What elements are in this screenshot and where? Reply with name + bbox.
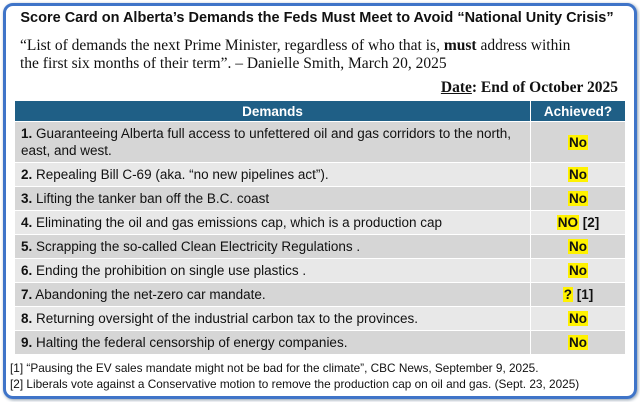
status: No [568, 191, 588, 206]
row-number: 7. [21, 287, 33, 302]
demand-cell: 7. Abandoning the net-zero car mandate. [14, 282, 531, 307]
demand-cell: 2. Repealing Bill C-69 (aka. “no new pip… [14, 162, 531, 187]
table-row: 1. Guaranteeing Alberta full access to u… [14, 121, 626, 163]
demand-cell: 5. Scrapping the so-called Clean Electri… [14, 234, 531, 259]
title: Score Card on Alberta’s Demands the Feds… [20, 10, 614, 26]
quote-text: address within the first six months of t… [20, 37, 571, 72]
header-row: Demands Achieved? [14, 100, 626, 122]
status-cell: ? [1] [530, 282, 626, 307]
demand-cell: 1. Guaranteeing Alberta full access to u… [14, 121, 531, 163]
status: No [568, 134, 588, 150]
demand-text: Guaranteeing Alberta full access to unfe… [21, 126, 512, 158]
table-row: 3. Lifting the tanker ban off the B.C. c… [14, 186, 626, 211]
status-cell: No [530, 162, 626, 187]
date-label: Date [440, 79, 472, 96]
status-cell: No [530, 186, 626, 211]
footnote: [2] Liberals vote against a Conservative… [10, 377, 580, 391]
demand-text: Abandoning the net-zero car mandate. [32, 287, 266, 302]
status: No [568, 263, 588, 278]
status: No [568, 311, 588, 326]
demand-cell: 4. Eliminating the oil and gas emissions… [14, 210, 531, 235]
demand-text: Ending the prohibition on single use pla… [32, 263, 307, 278]
status: No [568, 167, 588, 182]
demand-cell: 3. Lifting the tanker ban off the B.C. c… [14, 186, 531, 211]
quote-text: “List of demands the next Prime Minister… [20, 37, 444, 54]
column-header: Achieved? [530, 100, 626, 122]
column-header: Demands [14, 100, 531, 122]
table-body: 1. Guaranteeing Alberta full access to u… [14, 121, 626, 355]
table-row: 6. Ending the prohibition on single use … [14, 258, 626, 283]
demand-cell: 6. Ending the prohibition on single use … [14, 258, 531, 283]
status: NO [556, 215, 579, 230]
note-ref: [1] [576, 287, 594, 302]
row-number: 4. [21, 215, 33, 230]
table-row: 7. Abandoning the net-zero car mandate.?… [14, 282, 626, 307]
table-row: 4. Eliminating the oil and gas emissions… [14, 210, 626, 235]
demand-cell: 9. Halting the federal censorship of ene… [14, 330, 531, 355]
status: No [568, 239, 588, 254]
row-number: 8. [21, 311, 33, 326]
table-row: 2. Repealing Bill C-69 (aka. “no new pip… [14, 162, 626, 187]
status-cell: No [530, 330, 626, 355]
status-cell: No [530, 121, 626, 163]
row-number: 5. [21, 239, 33, 254]
row-number: 9. [21, 335, 33, 350]
status-cell: No [530, 234, 626, 259]
status: ? [562, 287, 573, 302]
demand-text: Repealing Bill C-69 (aka. “no new pipeli… [32, 167, 329, 182]
date-value: : End of October 2025 [471, 79, 618, 96]
status: No [568, 335, 588, 350]
table-row: 8. Returning oversight of the industrial… [14, 306, 626, 331]
quote: “List of demands the next Prime Minister… [20, 37, 580, 73]
frame [3, 3, 637, 399]
footnotes: [1] “Pausing the EV sales mandate might … [10, 360, 579, 392]
row-number: 3. [21, 191, 33, 206]
demand-text: Lifting the tanker ban off the B.C. coas… [32, 191, 270, 206]
table: Demands Achieved? 1. Guaranteeing Alberta… [14, 100, 626, 355]
demand-cell: 8. Returning oversight of the industrial… [14, 306, 531, 331]
demand-text: Returning oversight of the industrial ca… [32, 311, 418, 326]
status-cell: No [530, 306, 626, 331]
demand-text: Halting the federal censorship of energy… [32, 335, 348, 350]
quote-emphasis: must [443, 37, 477, 54]
status-cell: No [530, 258, 626, 283]
demand-text: Eliminating the oil and gas emissions ca… [32, 215, 442, 230]
row-number: 6. [21, 263, 33, 278]
demand-text: Scrapping the so-called Clean Electricit… [32, 239, 361, 254]
note-ref: [2] [582, 215, 600, 230]
date: Date: End of October 2025 [441, 79, 618, 97]
status-cell: NO [2] [530, 210, 626, 235]
table-row: 5. Scrapping the so-called Clean Electri… [14, 234, 626, 259]
row-number: 2. [21, 167, 33, 182]
footnote: [1] “Pausing the EV sales mandate might … [10, 361, 539, 375]
table-row: 9. Halting the federal censorship of ene… [14, 330, 626, 355]
row-number: 1. [21, 126, 33, 141]
